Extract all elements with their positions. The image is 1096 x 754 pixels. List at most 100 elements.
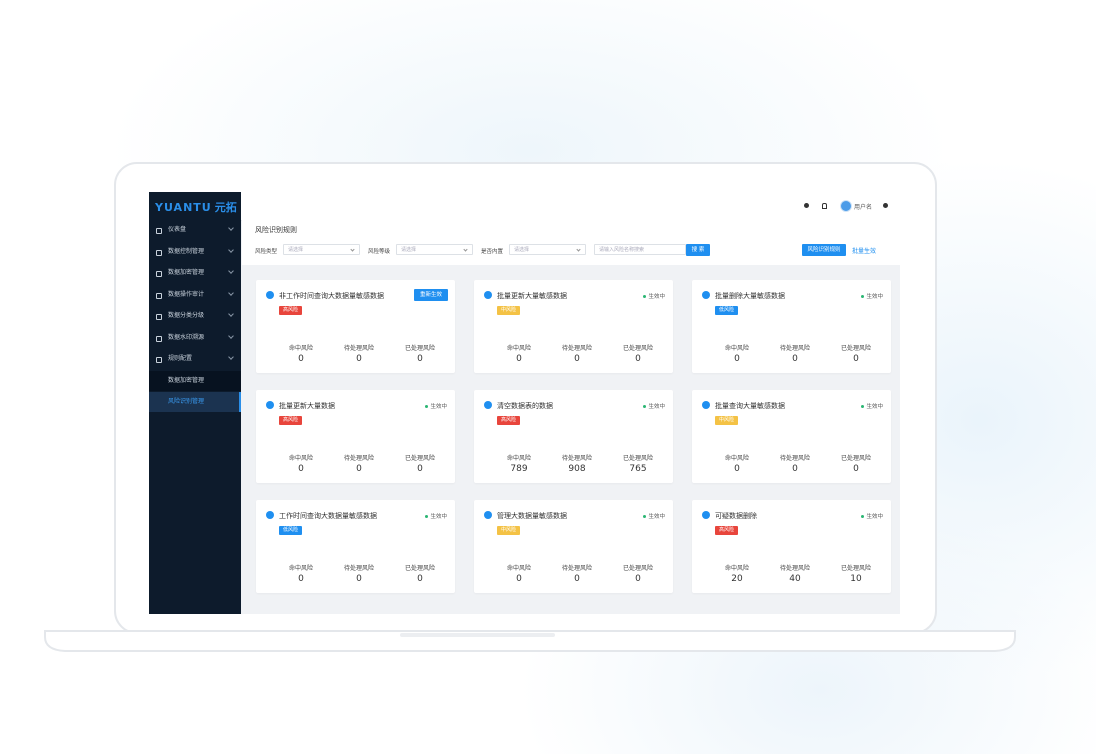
stat-label: 待处理风险 [779,565,810,572]
stat-label: 已处理风险 [622,565,653,572]
status: 生效中 [643,512,665,520]
submenu-item[interactable]: 风险识别管理 [149,392,241,412]
filter-label: 风险类型 [255,249,278,255]
risk-level-tag: 中风险 [497,526,521,535]
user-name[interactable]: 用户名 [854,204,873,211]
search-icon[interactable] [804,203,809,208]
stat-value: 40 [789,574,801,584]
stat-value: 0 [635,574,641,584]
card-icon [702,291,710,299]
menu-icon [156,292,162,299]
status: 生效中 [425,512,447,520]
filter-placeholder: 请选择 [288,247,304,253]
stat-label: 待处理风险 [779,345,810,352]
brand: YUANTU 元拓 [155,199,237,215]
risk-level-tag: 高风险 [279,416,303,425]
stat-label: 待处理风险 [343,345,374,352]
avatar[interactable] [840,200,852,212]
stat-value: 0 [298,354,304,364]
stat-label: 命中风险 [288,565,313,572]
menu-label: 规则配置 [168,355,193,362]
stat-value: 0 [635,354,641,364]
rule-card[interactable]: 工作时间查询大数据量敏感数据 低风险 生效中 命中风险 0 待处理风险 0 已处理风险 0 [256,500,455,593]
stat-label: 待处理风险 [561,565,592,572]
stat-value: 0 [792,464,798,474]
brand-name: YUANTU [155,201,212,214]
stat-label: 待处理风险 [343,565,374,572]
filter-label: 是否内置 [481,249,504,255]
card-title: 非工作时间查询大数据量敏感数据 [279,292,384,300]
stat-value: 10 [850,574,862,584]
stat-label: 命中风险 [506,565,531,572]
stat-value: 0 [516,574,522,584]
stat-value: 908 [568,464,586,474]
filter-placeholder: 请选择 [401,247,417,253]
filter-select[interactable]: 请选择 [509,244,586,255]
search-button[interactable]: 搜 索 [686,244,710,256]
rule-card[interactable]: 批量更新大量数据 高风险 生效中 命中风险 0 待处理风险 0 已处理风险 0 [256,390,455,483]
bell-icon[interactable] [822,203,827,209]
submenu-label: 风险识别管理 [168,398,205,405]
menu-icon [156,335,162,342]
card-title: 清空数据表的数据 [497,402,553,410]
menu-item[interactable]: 仪表盘 [149,220,241,240]
status: 生效中 [861,402,883,410]
submenu-label: 数据加密管理 [168,376,205,384]
stat-value: 0 [356,354,362,364]
stat-label: 命中风险 [506,455,531,462]
card-title: 批量更新大量数据 [279,402,335,410]
menu-icon [156,357,162,363]
submenu-item[interactable]: 数据加密管理 [149,370,241,391]
rule-card[interactable]: 清空数据表的数据 高风险 生效中 命中风险 789 待处理风险 908 已处理风险 765 [474,390,673,483]
rule-card[interactable]: 管理大数据量敏感数据 中风险 生效中 命中风险 0 待处理风险 0 已处理风险 0 [474,500,673,593]
rule-card[interactable]: 批量查询大量敏感数据 中风险 生效中 命中风险 0 待处理风险 0 已处理风险 0 [692,390,891,483]
menu-icon [156,249,162,256]
stat-value: 0 [356,464,362,474]
stat-value: 789 [510,464,528,474]
card-title: 工作时间查询大数据量敏感数据 [279,512,377,520]
menu-label: 数据控制管理 [168,247,205,255]
stat-value: 0 [356,574,362,584]
card-icon [484,511,492,519]
stat-label: 已处理风险 [622,455,653,462]
menu-icon [156,271,162,277]
menu-item[interactable]: 数据加密管理 [149,263,241,283]
stat-label: 已处理风险 [404,565,435,572]
rule-card[interactable]: 可疑数据删除 高风险 生效中 命中风险 20 待处理风险 40 已处理风险 10 [692,500,891,593]
stat-value: 0 [734,464,740,474]
menu-label: 数据加密管理 [168,269,205,276]
status: 生效中 [643,402,665,410]
risk-level-tag: 高风险 [715,526,739,535]
card-icon [266,401,274,409]
reactivate-button[interactable]: 重新生效 [413,289,448,301]
stat-label: 已处理风险 [840,345,871,352]
menu-item[interactable]: 数据分类分级 [149,306,241,326]
card-icon [266,511,274,519]
search-input[interactable]: 请输入风险名称搜索 [594,244,686,255]
rule-card[interactable]: 批量删除大量敏感数据 低风险 生效中 命中风险 0 待处理风险 0 已处理风险 0 [692,280,891,373]
settings-icon[interactable] [883,203,888,208]
filter-label: 风险等级 [368,249,391,255]
menu-item[interactable]: 数据控制管理 [149,242,241,262]
card-icon [702,511,710,519]
menu-arrow [228,354,234,360]
filter-select[interactable]: 请选择 [283,244,360,255]
batch-enable-link[interactable]: 批量生效 [852,248,877,255]
stat-label: 已处理风险 [404,345,435,352]
card-title: 批量查询大量敏感数据 [715,402,785,410]
brand-name-cn: 元拓 [214,201,237,214]
menu-item[interactable]: 数据操作审计 [149,285,241,305]
menu-label: 仪表盘 [168,226,187,233]
card-icon [266,291,274,299]
menu-item[interactable]: 规则配置 [149,349,241,369]
add-rule-button[interactable]: 风险识别规则 [802,244,846,256]
filter-select[interactable]: 请选择 [396,244,473,255]
rule-card[interactable]: 非工作时间查询大数据量敏感数据 高风险 重新生效 命中风险 0 待处理风险 0 已处理风险 0 [256,280,455,373]
rule-card[interactable]: 批量更新大量敏感数据 中风险 生效中 命中风险 0 待处理风险 0 已处理风险 0 [474,280,673,373]
stat-label: 已处理风险 [622,345,653,352]
filter-panel: 风险识别规则 风险类型 请选择 风险等级 请选择 是否内置 请选择 请输入风险名称搜索搜 索… [242,220,900,265]
menu-item[interactable]: 数据水印溯源 [149,328,241,348]
menu-label: 数据操作审计 [168,290,205,298]
menu-arrow [228,246,234,253]
